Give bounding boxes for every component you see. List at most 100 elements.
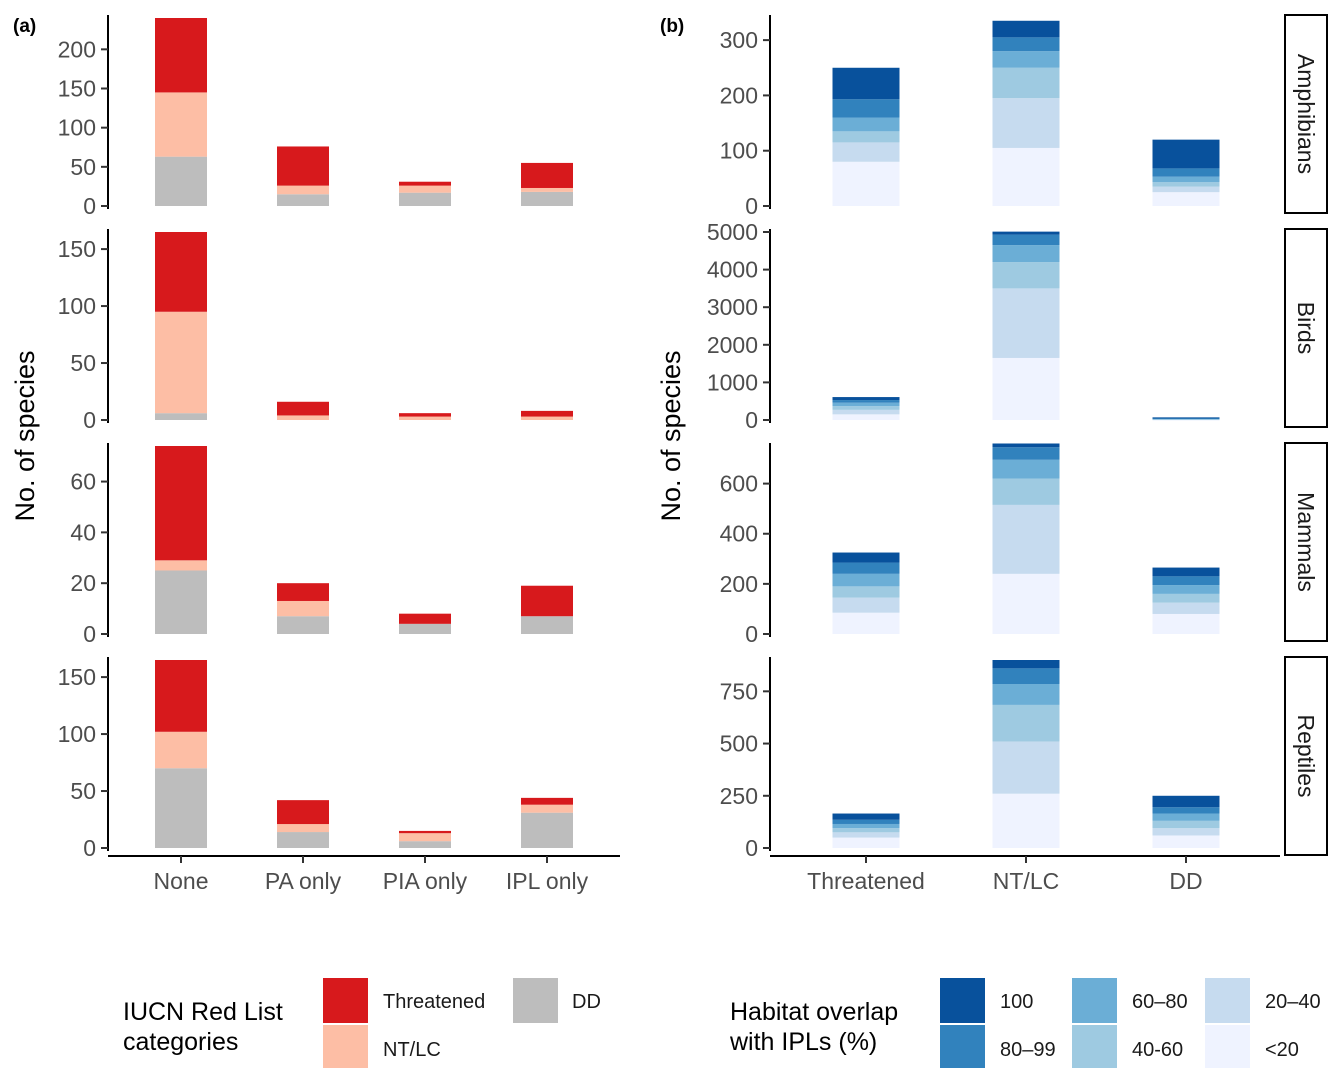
- panel-a-amphibians-bar-none-dd: [155, 156, 207, 206]
- panel-a-birds-bar-pa-only-nt-lc: [277, 415, 329, 420]
- panel-b-mammals-bar-threatened-100: [832, 552, 900, 563]
- panel-b-birds-y-tick-label-2000: 2000: [707, 332, 758, 358]
- panel-a-amphibians-y-tick-label-100: 100: [58, 115, 96, 141]
- panel-b-amphibians-y-tick-label-0: 0: [745, 193, 758, 219]
- panel-b-birds-bar-nt-lc-80-99: [992, 234, 1060, 246]
- panel-b-reptiles-bar-threatened-20: [832, 837, 900, 848]
- panel-a-amphibians-bar-pia-only-dd: [399, 192, 451, 206]
- facet-strip-reptiles: Reptiles: [1284, 656, 1328, 856]
- panel-b-x-tick-label-dd: DD: [1169, 868, 1202, 894]
- panel-b-amphibians-y-tick-label-100: 100: [720, 138, 758, 164]
- panel-b-birds-bar-threatened-40-60: [832, 406, 900, 410]
- panel-a-birds-bar-pa-only-threatened: [277, 401, 329, 416]
- panel-a-mammals-bar-ipl-only-threatened: [521, 585, 573, 617]
- panel-b-mammals-bar-nt-lc-20: [992, 573, 1060, 634]
- panel-b-amphibians-y-tick-label-300: 300: [720, 27, 758, 53]
- panel-a-x-tick-label-none: None: [154, 868, 209, 894]
- panel-b-mammals-bar-threatened-60-80: [832, 573, 900, 587]
- panel-a-mammals-bar-none-nt-lc: [155, 560, 207, 571]
- legend-swatch-80-99: [940, 1025, 985, 1068]
- legend-swatch-20-40: [1205, 978, 1250, 1023]
- panel-a-birds-bar-pia-only-threatened: [399, 413, 451, 417]
- panel-b-amphibians-bar-dd-20-40: [1152, 186, 1220, 193]
- panel-b-amphibians-bar-dd-100: [1152, 139, 1220, 169]
- legend-overlap-title-line2: with IPLs (%): [729, 1028, 877, 1056]
- panel-a-amphibians-bar-pia-only-nt-lc: [399, 185, 451, 193]
- panel-b-birds-bar-nt-lc-20: [992, 357, 1060, 420]
- panel-b-amphibians-bar-nt-lc-20-40: [992, 98, 1060, 148]
- panel-a-mammals-bar-none-dd: [155, 570, 207, 634]
- panel-b-mammals-bar-nt-lc-80-99: [992, 447, 1060, 460]
- panel-a-mammals-bar-none-threatened: [155, 446, 207, 561]
- panel-b-x-tick-label-nt-lc: NT/LC: [993, 868, 1059, 894]
- legend-iucn: IUCN Red List categories Threatened NT/L…: [123, 978, 601, 1068]
- panel-a-reptiles-bar-ipl-only-nt-lc: [521, 804, 573, 813]
- panel-a-reptiles-y-tick-label-150: 150: [58, 664, 96, 690]
- panel-a-amphibians-y-tick-label-0: 0: [83, 193, 96, 219]
- legend-label-100: 100: [1000, 991, 1033, 1013]
- panel-b-amphibians-bar-threatened-40-60: [832, 131, 900, 143]
- legend-label-lt20: <20: [1265, 1039, 1299, 1061]
- facet-strip-mammals: Mammals: [1284, 442, 1328, 642]
- panel-b-label: (b): [660, 16, 684, 37]
- panel-a-reptiles-bar-pia-only-nt-lc: [399, 833, 451, 842]
- panel-b-birds-bar-threatened-20: [832, 414, 900, 420]
- panel-b-birds-bar-threatened-80-99: [832, 400, 900, 403]
- panel-b-mammals-bar-nt-lc-100: [992, 443, 1060, 448]
- panel-a-reptiles-bar-pa-only-threatened: [277, 800, 329, 825]
- legend-label-40-60: 40-60: [1132, 1039, 1183, 1061]
- panel-b-amphibians-bar-threatened-60-80: [832, 117, 900, 132]
- panel-b-reptiles-bar-nt-lc-20: [992, 793, 1060, 848]
- legend-overlap-title-line1: Habitat overlap: [730, 998, 898, 1026]
- panel-a-x-tick-label-pa-only: PA only: [265, 868, 342, 894]
- panel-b-reptiles-y-tick-label-250: 250: [720, 783, 758, 809]
- panel-a-amphibians-y-tick-label-150: 150: [58, 76, 96, 102]
- panel-a-amphibians-bar-pia-only-threatened: [399, 181, 451, 186]
- panel-b-mammals-bar-threatened-40-60: [832, 586, 900, 598]
- panel-b-birds-bar-threatened-20-40: [832, 409, 900, 415]
- panel-b-mammals-bar-dd-60-80: [1152, 585, 1220, 594]
- legend-overlap: Habitat overlap with IPLs (%) 100 80–99 …: [729, 978, 1321, 1068]
- panel-b-amphibians-bar-nt-lc-40-60: [992, 67, 1060, 99]
- panel-b-birds-y-tick-label-1000: 1000: [707, 369, 758, 395]
- panel-b-amphibians-bar-dd-40-60: [1152, 182, 1220, 187]
- plot-layer: 0501001502000501001500204060050100150Non…: [58, 15, 1280, 894]
- panel-b-amphibians-bar-dd-20: [1152, 192, 1220, 206]
- panel-b-reptiles-bar-dd-100: [1152, 795, 1220, 808]
- legend-label-20-40: 20–40: [1265, 991, 1321, 1013]
- strip-label-mammals: Mammals: [1293, 492, 1319, 592]
- legend-swatch-40-60: [1072, 1025, 1117, 1068]
- panel-b-reptiles-bar-dd-20-40: [1152, 828, 1220, 836]
- panel-a-mammals-bar-pia-only-dd: [399, 623, 451, 634]
- legend-label-ntlc: NT/LC: [383, 1039, 441, 1061]
- panel-b-amphibians-bar-threatened-20-40: [832, 142, 900, 162]
- panel-a-amphibians-bar-pa-only-threatened: [277, 146, 329, 186]
- panel-b-reptiles-bar-threatened-80-99: [832, 819, 900, 824]
- panel-b-birds-bar-dd-80-99: [1152, 417, 1220, 419]
- facet-strip-birds: Birds: [1284, 228, 1328, 428]
- panel-b-reptiles-y-tick-label-750: 750: [720, 678, 758, 704]
- panel-a-reptiles-y-tick-label-0: 0: [83, 835, 96, 861]
- panel-b-birds-bar-nt-lc-60-80: [992, 245, 1060, 263]
- panel-b-mammals-bar-dd-100: [1152, 567, 1220, 577]
- panel-b-birds-bar-threatened-100: [832, 397, 900, 401]
- legend-label-dd: DD: [572, 991, 601, 1013]
- panel-a-birds-bar-none-dd: [155, 413, 207, 420]
- panel-b-mammals-y-tick-label-600: 600: [720, 471, 758, 497]
- panel-b-birds-y-tick-label-3000: 3000: [707, 294, 758, 320]
- panel-b-amphibians-bar-dd-60-80: [1152, 176, 1220, 183]
- panel-a-reptiles-bar-pia-only-threatened: [399, 830, 451, 834]
- panel-a-mammals-bar-pa-only-nt-lc: [277, 600, 329, 617]
- panel-a-amphibians-y-tick-label-50: 50: [70, 154, 96, 180]
- panel-a-reptiles-y-tick-label-50: 50: [70, 778, 96, 804]
- legend-swatch-dd: [513, 978, 558, 1023]
- panel-b-mammals-bar-dd-20: [1152, 613, 1220, 634]
- panel-a-x-tick-label-ipl-only: IPL only: [506, 868, 589, 894]
- facet-strip-amphibians: Amphibians: [1284, 14, 1328, 214]
- panel-b-birds-y-tick-label-0: 0: [745, 407, 758, 433]
- panel-a-mammals-y-tick-label-0: 0: [83, 621, 96, 647]
- panel-b-reptiles-bar-dd-20: [1152, 835, 1220, 848]
- panel-b-reptiles-y-tick-label-0: 0: [745, 835, 758, 861]
- legend-label-60-80: 60–80: [1132, 991, 1188, 1013]
